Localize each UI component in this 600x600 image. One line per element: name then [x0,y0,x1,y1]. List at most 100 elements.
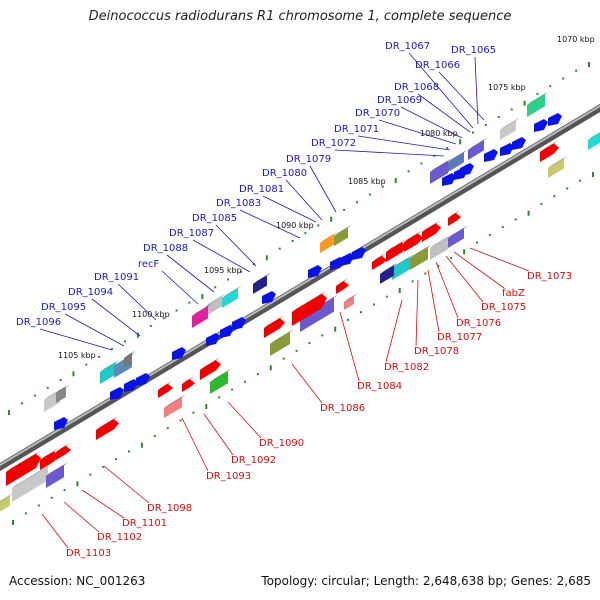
gene-block [192,303,212,328]
gene-blocks [0,91,600,512]
tick-dot [540,202,543,205]
tick-dot [420,162,423,165]
gene-label-lower: DR_1073 [527,271,572,282]
tick-dot [407,170,410,173]
gene-block [500,117,520,140]
gene-label-upper: DR_1070 [355,108,400,119]
tick-dot [523,100,526,106]
leader-line [161,270,199,305]
tick-dot [295,349,298,352]
tick-dot [278,247,281,250]
gene-arrow [96,416,119,440]
gene-arrow [352,247,366,260]
gene-block [392,254,414,280]
tick-dot [527,210,530,216]
tick-dot [111,348,114,351]
gene-arrow [158,381,173,398]
leader-line [192,239,251,273]
tick-dot [227,278,230,281]
tick-dot [562,77,565,80]
gene-arrow [500,143,514,156]
leader-line [291,363,323,404]
tick-dot [153,434,156,437]
tick-dot [33,394,36,397]
gene-arrow [200,357,221,380]
tick-dot [149,324,152,327]
tick-dot [347,318,350,321]
tick-dot [398,288,401,293]
gene-label-lower: DR_1101 [122,518,167,529]
kbp-label: 1090 kbp [276,221,314,230]
gene-block [46,462,68,488]
gene-label-lower: fabZ [502,288,525,299]
tick-dot [575,69,578,72]
leader-line [239,209,301,239]
leader-lines [39,52,530,549]
leader-line [435,261,459,319]
tick-dot [124,340,126,343]
leader-line [81,489,125,519]
gene-block [164,394,186,418]
gene-arrow [454,167,468,180]
gene-label-upper: DR_1080 [262,168,307,179]
chromosome-axis [0,103,600,472]
leader-line [378,119,457,145]
gene-label-upper: DR_1072 [311,138,356,149]
gene-label-upper: DR_1069 [377,95,422,106]
gene-arrow [206,333,220,346]
gene-label-lower: DR_1086 [320,403,365,414]
tick-dot [592,172,594,177]
gene-label-upper: DR_1083 [216,198,261,209]
gene-arrow [172,347,186,360]
leader-line [215,224,257,267]
gene-block [124,350,136,368]
tick-dot [317,224,320,227]
tick-dot [588,62,590,67]
tick-dot [291,239,294,242]
tick-dot [205,404,208,409]
tick-dot [514,218,517,221]
leader-line [385,299,403,363]
tick-dot [102,465,105,468]
gene-arrow [372,253,387,270]
gene-block [430,158,452,184]
tick-dot [136,332,139,338]
tick-dot [166,427,169,430]
tick-dot [72,371,75,377]
kbp-label: 1075 kbp [488,83,526,92]
gene-arrow [548,113,562,126]
gene-arrow [262,291,276,304]
gene-block [100,359,120,384]
gene-block [468,137,488,160]
tick-dot [343,208,346,211]
gene-label-upper: DR_1096 [16,317,61,328]
tick-dot [140,442,143,448]
tick-dot [59,379,62,382]
gene-label-upper: DR_1079 [286,154,331,165]
gene-block [12,463,52,502]
leader-line [453,251,505,289]
gene-arrow [6,451,41,486]
gene-arrow [220,325,234,338]
kbp-label: 1105 kbp [58,351,96,360]
gene-label-upper: DR_1067 [385,41,430,52]
tick-dot [360,311,362,314]
gene-label-lower: DR_1078 [414,346,459,357]
gene-block [380,262,398,284]
gene-block [548,155,568,178]
accession-text: Accession: NC_001263 [9,574,146,588]
gene-arrow [534,119,548,132]
gene-block [0,492,14,512]
tick-dot [201,294,204,299]
gene-label-upper: DR_1071 [334,124,379,135]
leader-line [469,247,530,272]
gene-arrow [308,265,322,278]
leader-line [408,52,474,129]
gene-arrow [330,257,344,270]
gene-arrow [40,448,59,470]
gene-arrow [422,220,441,242]
tick-dots-lower [12,172,594,525]
leader-line [309,165,337,213]
tick-dot [446,147,449,150]
kbp-labels: 1070 kbp 1075 kbp 1080 kbp 1085 kbp 1090 kbp… [58,35,595,360]
